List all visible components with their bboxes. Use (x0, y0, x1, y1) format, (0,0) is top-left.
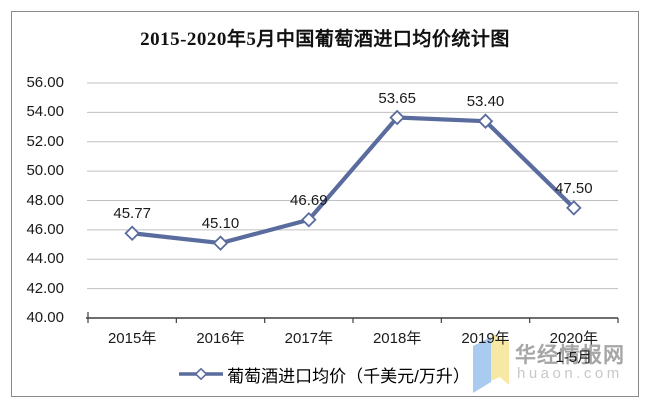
data-label: 53.40 (466, 93, 505, 111)
y-axis-label: 44.00 (26, 250, 64, 268)
y-axis-label: 56.00 (26, 74, 64, 91)
x-axis-label: 2018年 (372, 330, 422, 347)
data-point-marker (212, 235, 229, 251)
data-point-marker (124, 225, 140, 242)
data-label: 47.50 (555, 179, 593, 197)
data-label: 46.69 (290, 191, 328, 209)
watermark-url: huaon.com (517, 365, 623, 382)
legend-marker-icon (179, 367, 224, 381)
x-axis-label: 2016年 (196, 330, 245, 347)
x-axis-label: 2017年 (284, 330, 334, 347)
watermark-logo-icon (473, 333, 509, 393)
y-axis-label: 40.00 (26, 309, 64, 326)
y-axis-label: 46.00 (26, 220, 64, 238)
y-axis-label: 48.00 (26, 191, 64, 209)
data-label: 45.10 (201, 215, 240, 233)
y-axis-label: 54.00 (26, 103, 64, 121)
data-label: 53.65 (378, 89, 416, 107)
data-point-marker (477, 113, 494, 129)
legend-label: 葡萄酒进口均价（千美元/万升） (227, 366, 470, 386)
series-line (130, 115, 576, 246)
y-axis-label: 42.00 (26, 279, 64, 297)
data-point-marker (301, 211, 317, 228)
legend: 葡萄酒进口均价（千美元/万升） (11, 363, 637, 386)
chart-title: 2015-2020年5月中国葡萄酒进口均价统计图 (140, 29, 510, 50)
x-axis-label: 2020年 1-5月 (549, 330, 599, 366)
y-axis-label: 50.00 (26, 162, 64, 180)
data-point-marker (389, 109, 405, 126)
y-axis-label: 52.00 (26, 132, 64, 150)
data-point-marker (566, 200, 582, 216)
watermark-name: 华经情报网 (515, 344, 625, 367)
x-axis-label: 2019年 (461, 330, 510, 347)
data-label: 45.77 (113, 205, 151, 223)
x-axis-label: 2015年 (107, 330, 157, 347)
